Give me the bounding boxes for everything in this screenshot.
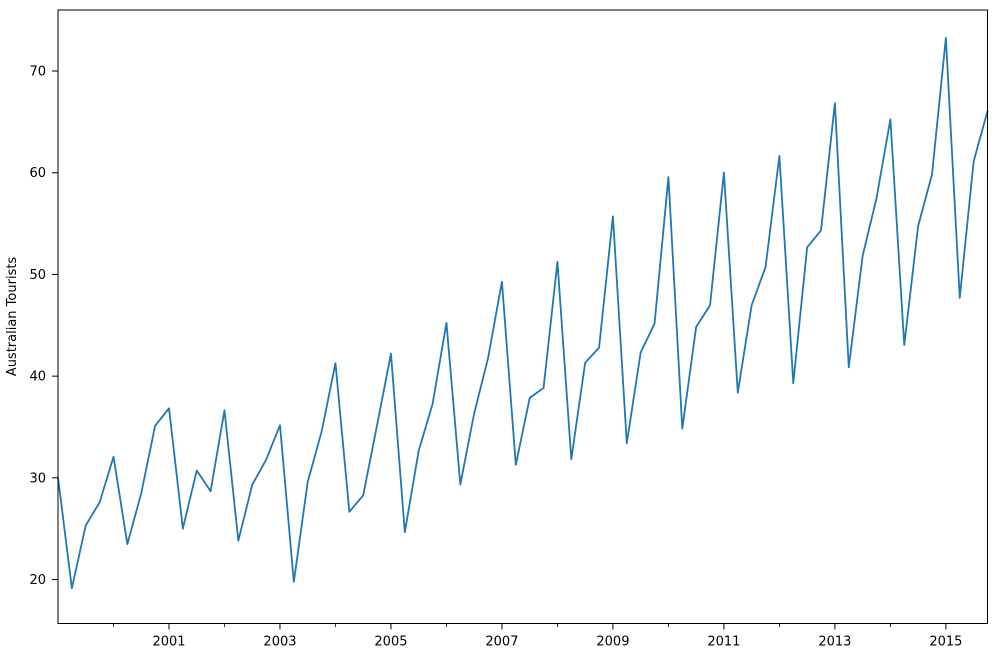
- y-tick-label: 30: [29, 471, 46, 486]
- x-tick-label: 2009: [596, 635, 629, 650]
- series-layer: [57, 36, 989, 590]
- x-tick-label: 2003: [263, 635, 296, 650]
- y-tick-label: 70: [29, 65, 46, 80]
- y-tick-label: 50: [29, 268, 46, 283]
- x-tick-label: 2005: [374, 635, 407, 650]
- y-tick-label: 20: [29, 573, 46, 588]
- x-tick-label: 2011: [707, 635, 740, 650]
- axes-frame: [57, 9, 988, 624]
- y-axis-label: Australian Tourists: [5, 257, 20, 377]
- ticks-layer: 20 30 40 50 60 70 2001 2003 2005 2007 2009 2011 2013…: [29, 65, 962, 650]
- y-tick-label: 60: [29, 166, 46, 181]
- data-series-line: [57, 36, 989, 590]
- x-tick-label: 2013: [818, 635, 851, 650]
- x-tick-label: 2001: [152, 635, 185, 650]
- x-tick-label: 2015: [929, 635, 962, 650]
- x-tick-label: 2007: [485, 635, 518, 650]
- y-tick-label: 40: [29, 370, 46, 385]
